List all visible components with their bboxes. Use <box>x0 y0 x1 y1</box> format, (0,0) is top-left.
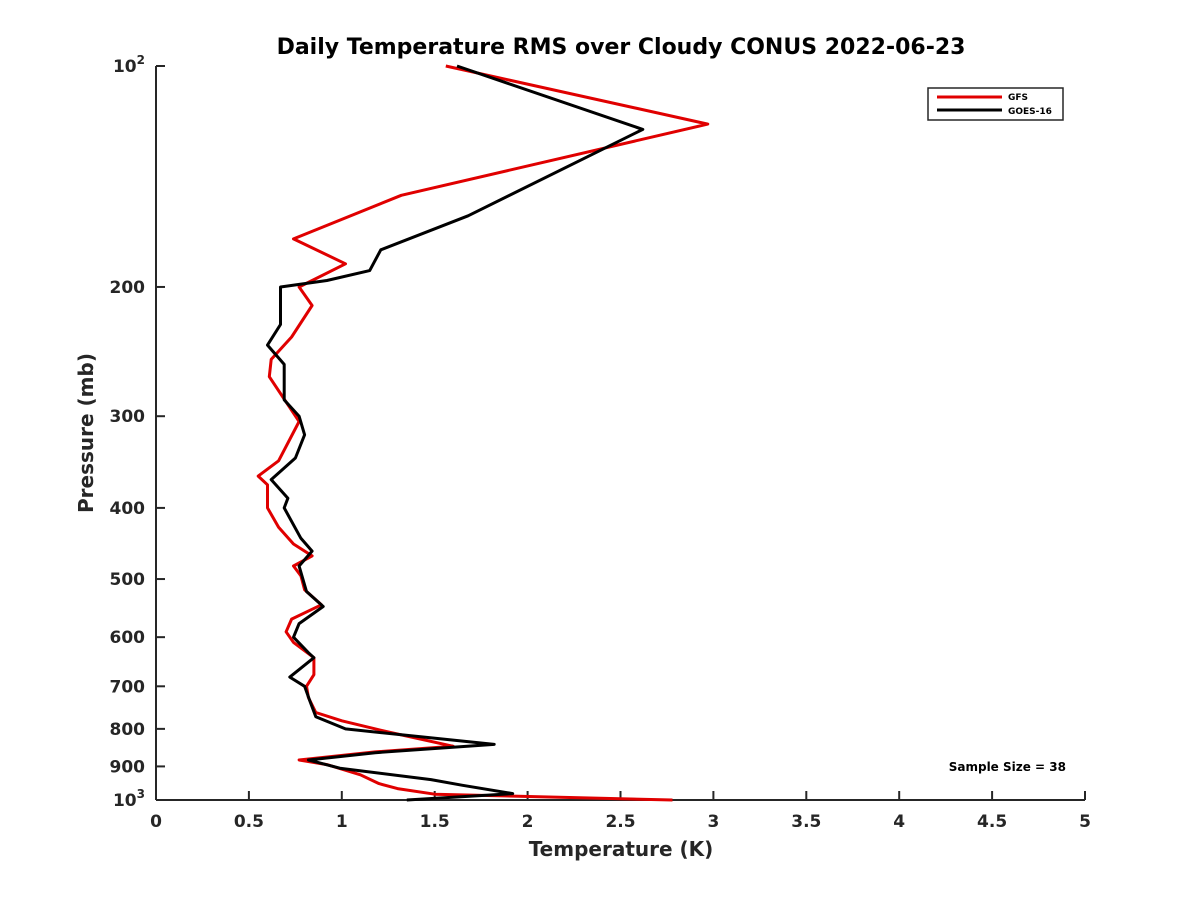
series-layer <box>256 64 710 802</box>
x-tick-label: 0.5 <box>234 812 264 832</box>
series-line-goes16 <box>266 64 645 802</box>
y-tick-label: 102 <box>113 53 145 77</box>
x-tick-label: 3.5 <box>791 812 821 832</box>
y-tick-label: 600 <box>110 628 146 648</box>
axes <box>155 66 1085 801</box>
x-tick-label: 2.5 <box>605 812 635 832</box>
y-tick-label: 103 <box>113 787 145 811</box>
y-tick-label: 500 <box>110 570 146 590</box>
x-tick-label: 1.5 <box>420 812 450 832</box>
series-line-gfs <box>256 64 710 802</box>
y-tick-label: 400 <box>110 499 146 519</box>
x-tick-label: 4 <box>893 812 905 832</box>
x-tick-label: 0 <box>150 812 162 832</box>
x-tick-label: 3 <box>707 812 719 832</box>
x-tick-label: 4.5 <box>977 812 1007 832</box>
sample-size-annotation: Sample Size = 38 <box>949 760 1066 774</box>
x-ticks: 0 0.5 1 1.5 2 2.5 3 3.5 4 4.5 5 <box>150 791 1091 832</box>
y-tick-label: 800 <box>110 720 146 740</box>
y-tick-label: 900 <box>110 757 146 777</box>
legend: GFS GOES-16 <box>927 87 1064 121</box>
y-tick-label: 200 <box>110 278 146 298</box>
x-axis-label: Temperature (K) <box>529 837 714 861</box>
legend-label-gfs: GFS <box>1008 93 1028 103</box>
chart-title: Daily Temperature RMS over Cloudy CONUS … <box>277 35 966 60</box>
y-ticks: 102 200 300 400 500 600 700 800 900 103 <box>110 53 165 811</box>
legend-label-goes16: GOES-16 <box>1008 107 1052 117</box>
y-axis-label: Pressure (mb) <box>74 353 98 513</box>
y-tick-label: 700 <box>110 677 146 697</box>
legend-box <box>927 87 1064 121</box>
y-tick-label: 300 <box>110 407 146 427</box>
x-tick-label: 5 <box>1079 812 1091 832</box>
x-tick-label: 1 <box>336 812 348 832</box>
x-tick-label: 2 <box>522 812 534 832</box>
